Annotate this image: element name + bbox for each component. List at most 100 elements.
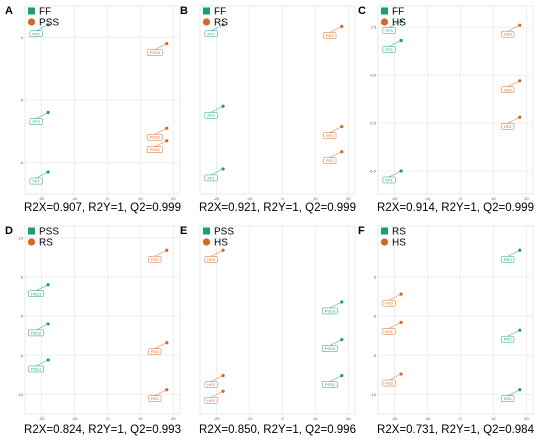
point-label-box [321,307,338,315]
label-leader-line [329,26,342,33]
label-leader-line [507,389,520,396]
data-point [221,104,225,108]
label-leader-line [388,21,402,28]
data-point [340,24,344,28]
point-label-box [382,299,396,307]
label-leader-line [154,389,167,396]
x-tick-label: 20 [171,196,176,201]
data-point [518,328,522,332]
legend-label: PSS [39,227,59,238]
x-tick-label: -10 [425,416,432,421]
point-label: HS1 [207,398,216,403]
data-point [518,388,522,392]
legend-swatch-square [203,227,210,235]
y-tick-label: -5 [19,353,23,358]
point-label: PSS2 [31,330,42,335]
point-label-box [382,328,396,335]
y-tick-label: 10 [19,235,24,240]
legend-label: FF [39,7,51,18]
point-label: PSS3 [150,50,161,55]
point-label: FF1 [386,177,394,182]
data-point [221,374,225,378]
label-leader-line [507,250,520,257]
data-point [399,38,403,43]
x-tick-label: -10 [72,196,79,201]
point-label-box [501,30,515,38]
legend-label: HS [392,18,406,29]
x-tick-label: 20 [524,196,529,201]
x-tick-label: 10 [491,196,496,201]
point-label: HS1 [504,124,513,129]
x-tick-label: 0 [106,416,109,421]
label-leader-line [210,106,224,113]
point-label: RS3 [504,257,513,262]
data-point [165,139,169,143]
y-tick-label: 0 [21,98,24,103]
x-tick-label: 10 [313,416,318,421]
point-label-box [204,30,218,38]
data-point [340,300,344,304]
data-point [518,23,522,27]
label-leader-line [507,117,520,124]
label-leader-line [35,171,49,179]
label-leader-line [154,342,167,349]
panel-caption: R2X=0.850, R2Y=1, Q2=0.996 [199,424,356,436]
label-leader-line [388,322,402,329]
point-label-box [323,157,337,164]
y-tick-label: 5 [374,274,377,279]
panel-letter: F [358,225,365,237]
label-leader-line [154,250,167,257]
label-leader-line [210,24,224,32]
point-label: HS2 [504,87,513,92]
label-leader-line [35,112,49,119]
data-point [46,358,50,362]
panel-f: -20 -10 0 10 20 -10 -5 0 5 RS3 RS2 RS1 HS3 HS1 HS2 F RSH… [358,225,535,436]
label-leader-line [35,359,49,367]
point-label: FF1 [208,175,216,180]
legend-label: FF [214,7,226,18]
data-point [340,125,344,129]
panel-letter: B [180,5,188,17]
y-tick-label: 5 [21,274,24,279]
point-label-box [323,132,337,139]
point-label-box [204,174,218,182]
label-leader-line [210,375,224,382]
y-tick-label: 0 [374,314,377,319]
point-label: PSS3 [31,291,42,296]
point-label-box [323,32,337,39]
point-label: HS1 [385,329,394,334]
panel-c: -20 -10 0 10 20 -5.0 -2.5 0.0 2.5 FF3 FF2 FF1 HS3 HS2… [358,5,534,214]
data-point [518,79,522,83]
legend-swatch-circle [380,18,389,26]
data-point [518,115,522,119]
point-label: HS3 [207,257,216,262]
label-leader-line [35,24,49,32]
data-point [221,167,225,171]
label-leader-line [210,168,224,176]
x-tick-label: 0 [459,416,462,421]
data-point [221,23,225,27]
point-label-box [29,30,43,38]
point-label: HS2 [207,382,216,387]
x-tick-label: -20 [39,416,46,421]
label-leader-line [154,127,167,135]
point-label-box [204,397,218,404]
x-tick-label: -20 [39,196,46,201]
point-label-box [382,27,396,34]
panel-caption: R2X=0.921, R2Y=1, Q2=0.999 [199,202,356,214]
point-label-box [148,256,162,263]
panel-caption: R2X=0.907, R2Y=1, Q2=0.999 [24,202,181,214]
point-label: FF1 [33,179,41,184]
data-point [518,248,522,252]
y-tick-label: -4 [19,160,23,165]
label-leader-line [154,140,167,147]
legend-label: RS [214,18,228,29]
legend-swatch-circle [27,18,36,26]
legend-swatch-circle [202,238,211,246]
x-tick-label: 0 [281,416,284,421]
point-label-box [28,365,44,373]
x-tick-label: -20 [214,416,221,421]
point-label: FF3 [386,28,394,33]
